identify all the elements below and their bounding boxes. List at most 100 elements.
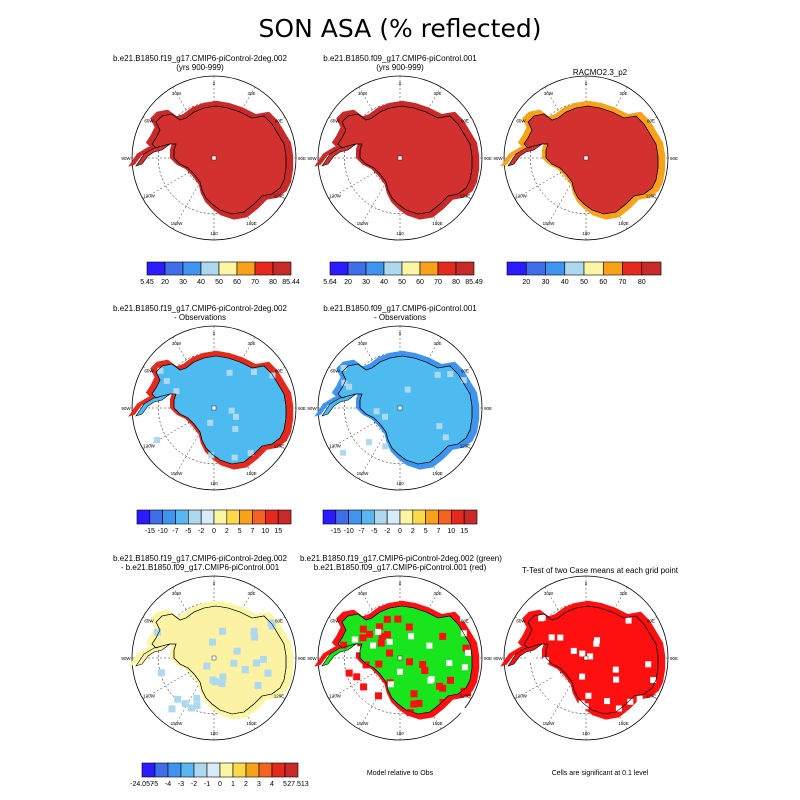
grid-cell [209, 676, 217, 684]
grid-cell [226, 369, 233, 376]
peninsula-fill [321, 393, 357, 417]
map-label-left: 90W [121, 406, 131, 411]
map-label-left: 90W [307, 156, 317, 161]
colorbar-box [506, 261, 527, 276]
grid-cell [181, 700, 189, 708]
map-label-bottom: 180 [396, 731, 404, 736]
colorbar-tick-label: -24.057 [130, 781, 154, 788]
grid-cell [173, 388, 180, 395]
grid-cell [375, 628, 382, 635]
colorbar-tick-label: 70 [619, 279, 627, 286]
colorbar-tick-label: 20 [161, 279, 169, 286]
grid-cell [163, 378, 170, 385]
colorbar-box [361, 509, 375, 525]
map-label-l60e: 60E [461, 369, 469, 374]
panel-title-line1: b.e21.B1850.f09_g17.CMIP6-piControl.001 [323, 54, 477, 63]
colorbar-box [232, 762, 247, 778]
panel-title-line1: b.e21.B1850.f19_g17.CMIP6-piControl-2deg… [300, 554, 502, 563]
colorbar-tick-label: 7 [251, 528, 255, 535]
grid-cell [464, 689, 472, 697]
south-pole-marker [211, 405, 217, 411]
map-label-right: 90E [484, 656, 492, 661]
colorbar-box [373, 509, 388, 525]
map-label-bottom: 180 [210, 481, 218, 486]
grid-cell [207, 419, 214, 426]
colorbar-box [193, 762, 208, 778]
colorbar-box [258, 762, 273, 778]
grid-cell [346, 383, 353, 390]
colorbar-box [272, 261, 292, 276]
map-label-l120e: 120E [460, 194, 471, 199]
grid-cell [375, 692, 382, 700]
colorbar-tick-label: 5.45 [140, 279, 154, 286]
map-label-left: 90W [307, 406, 317, 411]
map-label-l30e: 30E [247, 341, 255, 346]
grid-cell [232, 426, 239, 432]
grid-cell [570, 647, 577, 654]
panel-title-line2: b.e21.B1850.f09_g17.CMIP6-piControl.001 … [313, 563, 487, 572]
panel-title-p4: b.e21.B1850.f19_g17.CMIP6-piControl-2deg… [100, 304, 300, 322]
grid-cell [587, 653, 594, 660]
grid-cell [439, 632, 447, 640]
map-label-l60w: 60W [516, 119, 526, 124]
map-label-l120e: 120E [274, 444, 285, 449]
colorbar-box [141, 762, 156, 778]
grid-cell [157, 367, 164, 374]
grid-cell [247, 450, 254, 456]
grid-cell [426, 642, 433, 649]
map-label-l150w: 150W [357, 471, 370, 476]
grid-cell [460, 377, 467, 384]
map-p2: 0 180 90W 90E 30W 60W 120W 150W 30E 60E 120E 150E [307, 75, 492, 241]
south-pole-marker [397, 155, 403, 161]
grid-cell [404, 386, 411, 393]
map-label-l30w: 30W [358, 591, 368, 596]
grid-cell [462, 644, 470, 652]
colorbar-tick-label: 50 [398, 279, 406, 286]
panel-title-p1: b.e21.B1850.f19_g17.CMIP6-piControl-2deg… [100, 54, 300, 72]
map-label-l30w: 30W [358, 341, 368, 346]
grid-cell [447, 676, 454, 684]
map-label-l30e: 30E [247, 91, 255, 96]
colorbar-tick-label: -3 [178, 781, 184, 788]
grid-cell [543, 657, 550, 664]
note-significance: Cells are significant at 0.1 level [551, 770, 649, 777]
panel-title-line1: b.e21.B1850.f19_g17.CMIP6-piControl-2deg… [113, 304, 287, 313]
grid-cell [362, 661, 370, 669]
colorbar-box [401, 261, 421, 276]
colorbar-tick-label: 15 [274, 528, 282, 535]
south-pole-marker [397, 655, 403, 661]
colorbar-box [463, 509, 478, 525]
colorbar-cb7: -24.057-5 -4 -3 -2 -1 0 1 2 3 4 5 27.513 [130, 762, 309, 788]
grid-cell [370, 642, 376, 649]
colorbar-tick-label: -10 [344, 528, 354, 535]
grid-cell [351, 636, 358, 643]
colorbar-tick-label: 30 [362, 279, 370, 286]
peninsula-fill [135, 393, 171, 417]
panel-title-p7: b.e21.B1850.f19_g17.CMIP6-piControl-2deg… [100, 554, 300, 572]
map-label-l60e: 60E [461, 619, 469, 624]
colorbar-tick-label: -1 [204, 781, 210, 788]
map-label-top: 0 [213, 81, 216, 86]
colorbar-tick-label: 27.513 [287, 781, 309, 788]
grid-cell [594, 637, 600, 644]
coastline [151, 355, 287, 465]
map-label-right: 90E [298, 656, 306, 661]
coastline [151, 605, 287, 715]
south-pole-marker [211, 655, 217, 661]
grid-cell [582, 703, 589, 710]
grid-cell [579, 673, 586, 680]
colorbar-box [437, 261, 457, 276]
grid-cell [386, 649, 393, 657]
grid-cell [627, 698, 634, 705]
map-label-l150e: 150E [432, 221, 443, 226]
grid-cell [533, 669, 539, 676]
colorbar-tick-label: 1 [231, 781, 235, 788]
grid-cell [188, 704, 195, 712]
grid-cell [436, 423, 443, 430]
map-p7: 0 180 90W 90E 30W 60W 120W 150W 30E 60E 120E 150E [121, 575, 306, 741]
grid-cell [254, 682, 262, 689]
colorbar-box [200, 509, 215, 525]
grid-cell [465, 649, 471, 656]
grid-cell [604, 698, 610, 705]
colorbar-tick-label: 2 [244, 781, 248, 788]
